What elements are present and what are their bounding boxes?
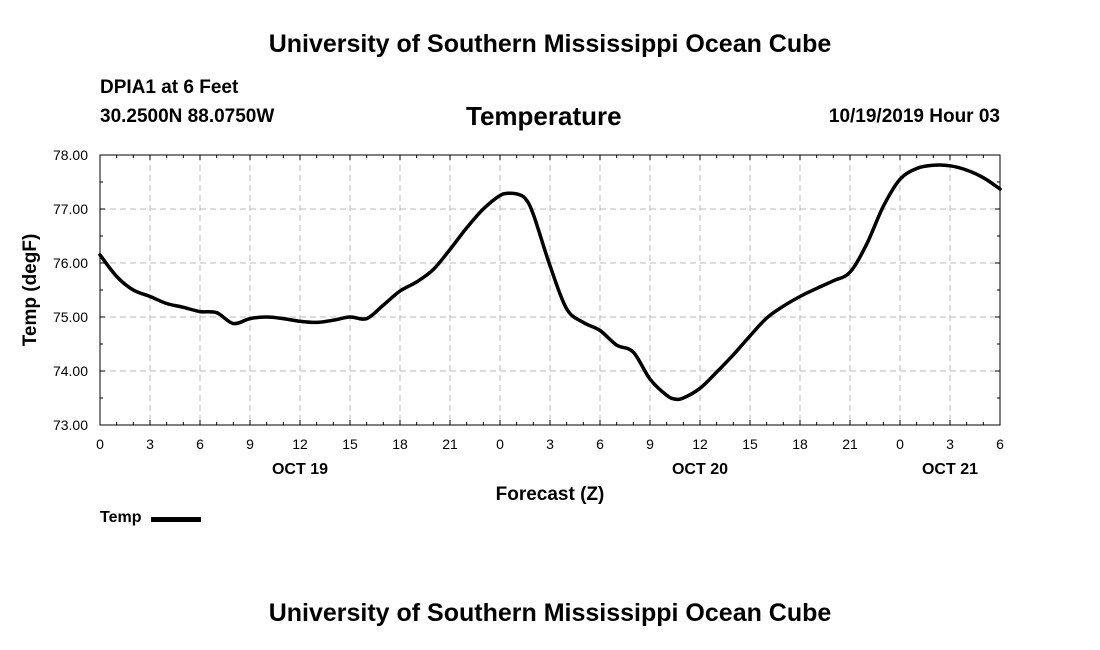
x-tick-label: 9 (246, 436, 254, 452)
parameter-title: Temperature (466, 101, 622, 131)
x-date-label: OCT 19 (272, 461, 328, 478)
x-tick-label: 0 (896, 436, 904, 452)
y-tick-label: 76.00 (53, 255, 88, 271)
y-tick-label: 74.00 (53, 363, 88, 379)
legend: Temp (100, 509, 202, 527)
x-axis-title: Forecast (Z) (496, 484, 605, 505)
x-tick-label: 3 (146, 436, 154, 452)
x-tick-label: 0 (96, 436, 104, 452)
x-tick-label: 6 (596, 436, 604, 452)
legend-line-swatch (151, 517, 202, 522)
y-tick-label: 77.00 (53, 201, 88, 217)
series-line-temp (98, 163, 1002, 402)
x-tick-label: 18 (792, 436, 808, 452)
x-date-label: OCT 20 (672, 461, 728, 478)
x-tick-label: 6 (996, 436, 1004, 452)
x-date-label: OCT 21 (922, 461, 978, 478)
chart-footer-title: University of Southern Mississippi Ocean… (268, 599, 832, 627)
x-tick-label: 9 (646, 436, 654, 452)
x-tick-label: 18 (392, 436, 408, 452)
x-tick-label: 3 (946, 436, 954, 452)
x-tick-label: 21 (842, 436, 858, 452)
x-tick-label: 6 (196, 436, 204, 452)
x-tick-label: 15 (342, 436, 358, 452)
y-axis-title: Temp (degF) (20, 234, 41, 347)
station-label: DPIA1 at 6 Feet (100, 77, 239, 98)
x-tick-label: 12 (292, 436, 308, 452)
y-tick-label: 75.00 (53, 309, 88, 325)
x-tick-label: 15 (742, 436, 758, 452)
x-tick-label: 12 (692, 436, 708, 452)
legend-label: Temp (100, 509, 142, 526)
x-tick-label: 0 (496, 436, 504, 452)
chart-main-title: University of Southern Mississippi Ocean… (268, 30, 832, 58)
y-tick-label: 78.00 (53, 147, 88, 163)
y-tick-label: 73.00 (53, 417, 88, 433)
x-tick-label: 21 (442, 436, 458, 452)
x-tick-label: 3 (546, 436, 554, 452)
timestamp-label: 10/19/2019 Hour 03 (828, 106, 1000, 127)
coordinates-label: 30.2500N 88.0750W (100, 106, 275, 127)
